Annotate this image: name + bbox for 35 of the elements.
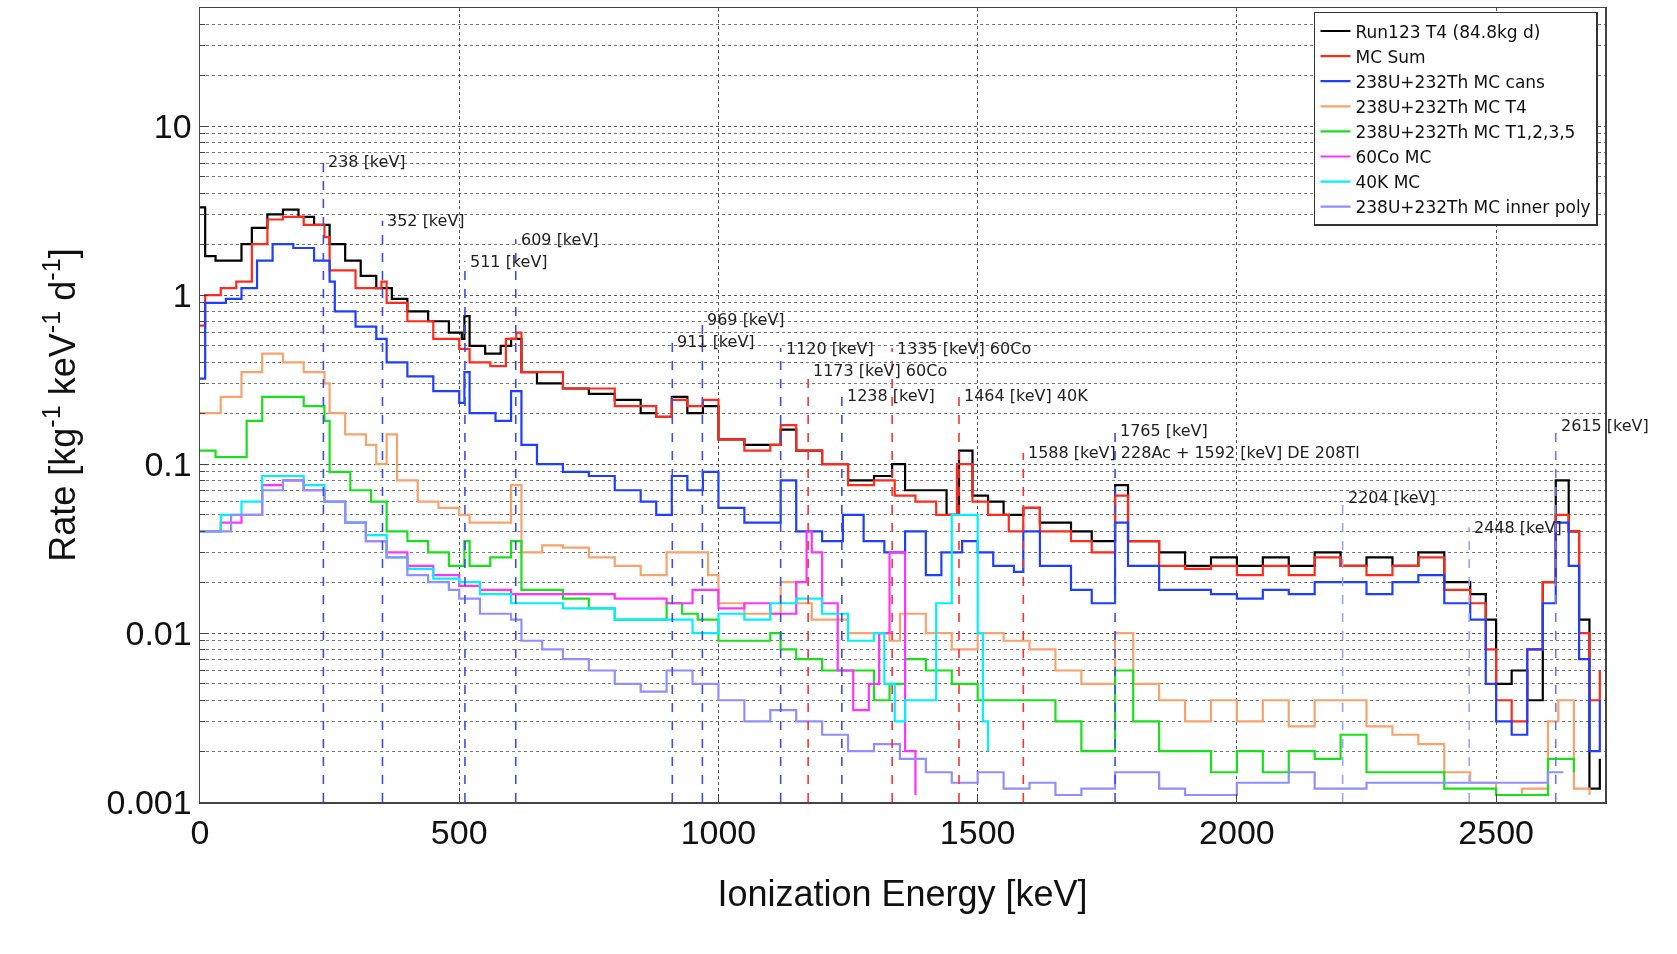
x-tick-label: 1500 <box>939 813 1016 852</box>
y-tick-label: 0.001 <box>106 782 192 821</box>
legend-label: 238U+232Th MC inner poly <box>1355 197 1591 218</box>
y-tick-label: 0.01 <box>125 613 192 652</box>
x-tick-label: 2500 <box>1458 813 1534 852</box>
ref-line-label: 1588 [keV] 228Ac + 1592 [keV] DE 208Tl <box>1028 443 1360 462</box>
ref-line-label: 238 [keV] <box>328 152 406 171</box>
ref-line-label: 609 [keV] <box>521 230 599 249</box>
x-tick-label: 1000 <box>680 813 757 852</box>
ref-line-label: 1335 [keV] 60Co <box>897 339 1032 358</box>
ref-line-label: 969 [keV] <box>707 310 785 329</box>
legend-label: MC Sum <box>1355 46 1426 67</box>
ref-line-label: 511 [keV] <box>470 252 548 271</box>
legend-label: 40K MC <box>1355 172 1421 193</box>
x-tick-label: 2000 <box>1199 813 1275 852</box>
legend-label: 238U+232Th MC T4 <box>1355 96 1527 117</box>
y-tick-label: 1 <box>172 275 192 314</box>
ref-line-label: 1765 [keV] <box>1120 421 1208 440</box>
ref-line-label: 1173 [keV] 60Co <box>813 361 948 380</box>
x-axis-title: Ionization Energy [keV] <box>717 872 1088 914</box>
y-tick-label: 10 <box>153 107 192 146</box>
legend-label: 238U+232Th MC cans <box>1355 71 1546 92</box>
x-tick-label: 500 <box>430 813 488 852</box>
legend-label: Run123 T4 (84.8kg d) <box>1355 21 1541 42</box>
ref-line-label: 911 [keV] <box>677 332 755 351</box>
ref-line-label: 2204 [keV] <box>1348 488 1436 507</box>
ref-line-label: 352 [keV] <box>387 211 465 230</box>
ref-line-label: 1120 [keV] <box>786 339 874 358</box>
ref-line-label: 1464 [keV] 40K <box>964 386 1089 405</box>
x-tick-label: 0 <box>190 813 210 852</box>
y-tick-label: 0.1 <box>144 444 192 483</box>
ref-line-label: 1238 [keV] <box>847 386 935 405</box>
legend-label: 60Co MC <box>1355 147 1432 168</box>
ref-line-label: 2615 [keV] <box>1561 416 1649 435</box>
legend-label: 238U+232Th MC T1,2,3,5 <box>1355 122 1576 143</box>
